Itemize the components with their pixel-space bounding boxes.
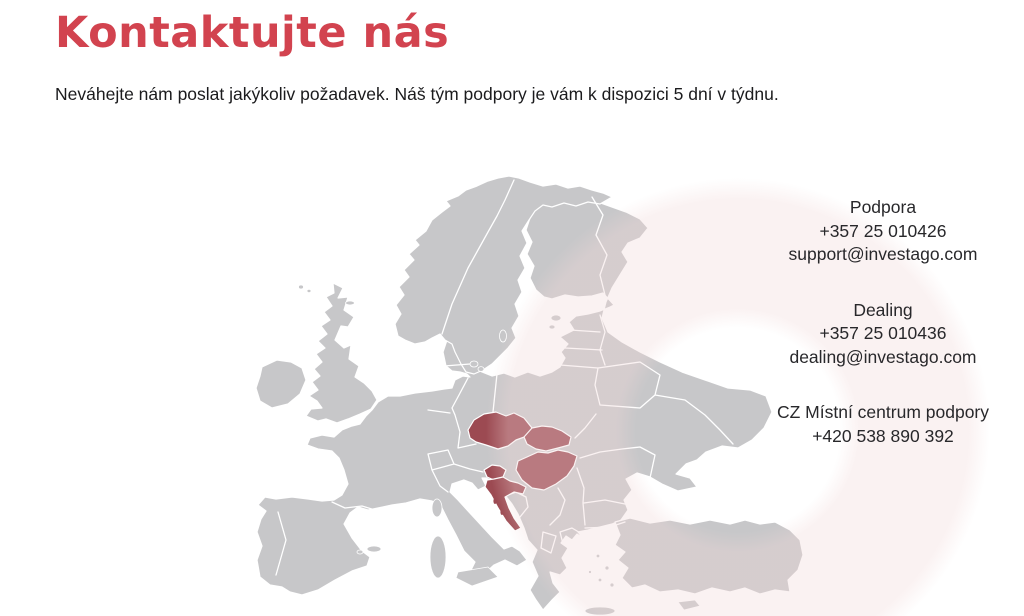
contact-email[interactable]: support@investago.com bbox=[788, 244, 978, 264]
map-island-sardinia bbox=[429, 535, 447, 579]
page-title: Kontaktujte nás bbox=[55, 8, 450, 58]
map-great-britain bbox=[305, 282, 378, 424]
map-island-aegean-1 bbox=[595, 553, 601, 559]
map-island-funen bbox=[477, 366, 485, 372]
country-croatia bbox=[484, 476, 527, 532]
map-island-mallorca bbox=[366, 545, 382, 553]
map-island-aegean-2 bbox=[604, 565, 610, 571]
contact-phone[interactable]: +420 538 890 392 bbox=[812, 425, 954, 446]
contact-label: Dealing bbox=[853, 299, 913, 320]
map-island-cyprus bbox=[677, 599, 701, 611]
map-island-crete bbox=[584, 606, 616, 616]
map-island-zealand bbox=[469, 360, 479, 368]
map-island-gotland bbox=[499, 329, 507, 343]
map-island-corsica bbox=[431, 498, 443, 518]
map-island-hebrides bbox=[298, 284, 304, 290]
country-slovenia bbox=[483, 464, 507, 481]
map-turkey bbox=[614, 517, 804, 595]
contact-group-dealing: Dealing +357 25 010436 dealing@investago… bbox=[733, 299, 1024, 370]
contact-info: Podpora +357 25 010426 support@investago… bbox=[733, 196, 1024, 480]
country-hungary bbox=[515, 449, 578, 491]
contact-phone[interactable]: +357 25 010436 bbox=[819, 323, 947, 343]
map-island-sicily bbox=[455, 566, 499, 587]
contact-label: CZ Místní centrum podpory bbox=[776, 402, 990, 422]
map-ireland bbox=[255, 359, 307, 409]
map-country-borders bbox=[275, 179, 734, 576]
map-island-ibiza bbox=[356, 549, 364, 555]
contact-group-cz-centrum: CZ Místní centrum podpory +420 538 890 3… bbox=[733, 401, 1024, 448]
map-island-croatia-1 bbox=[493, 498, 497, 504]
contact-phone[interactable]: +357 25 010426 bbox=[819, 220, 947, 241]
map-island-saaremaa bbox=[550, 314, 562, 322]
map-island-orkney bbox=[306, 288, 312, 293]
page-subtitle: Neváhejte nám poslat jakýkoliv požadavek… bbox=[55, 84, 779, 104]
map-island-aegean-5 bbox=[588, 570, 592, 574]
contact-group-podpora: Podpora +357 25 010426 support@investago… bbox=[733, 196, 1024, 267]
map-island-hiiumaa bbox=[548, 324, 556, 330]
map-island-croatia-2 bbox=[500, 509, 504, 515]
contact-label: Podpora bbox=[849, 197, 917, 217]
map-island-aegean-3 bbox=[597, 577, 603, 583]
country-slovakia bbox=[523, 425, 572, 452]
map-island-shetland bbox=[345, 300, 355, 306]
contact-email[interactable]: dealing@investago.com bbox=[789, 346, 977, 367]
map-scandinavia bbox=[394, 175, 613, 375]
map-island-aegean-4 bbox=[609, 582, 615, 588]
